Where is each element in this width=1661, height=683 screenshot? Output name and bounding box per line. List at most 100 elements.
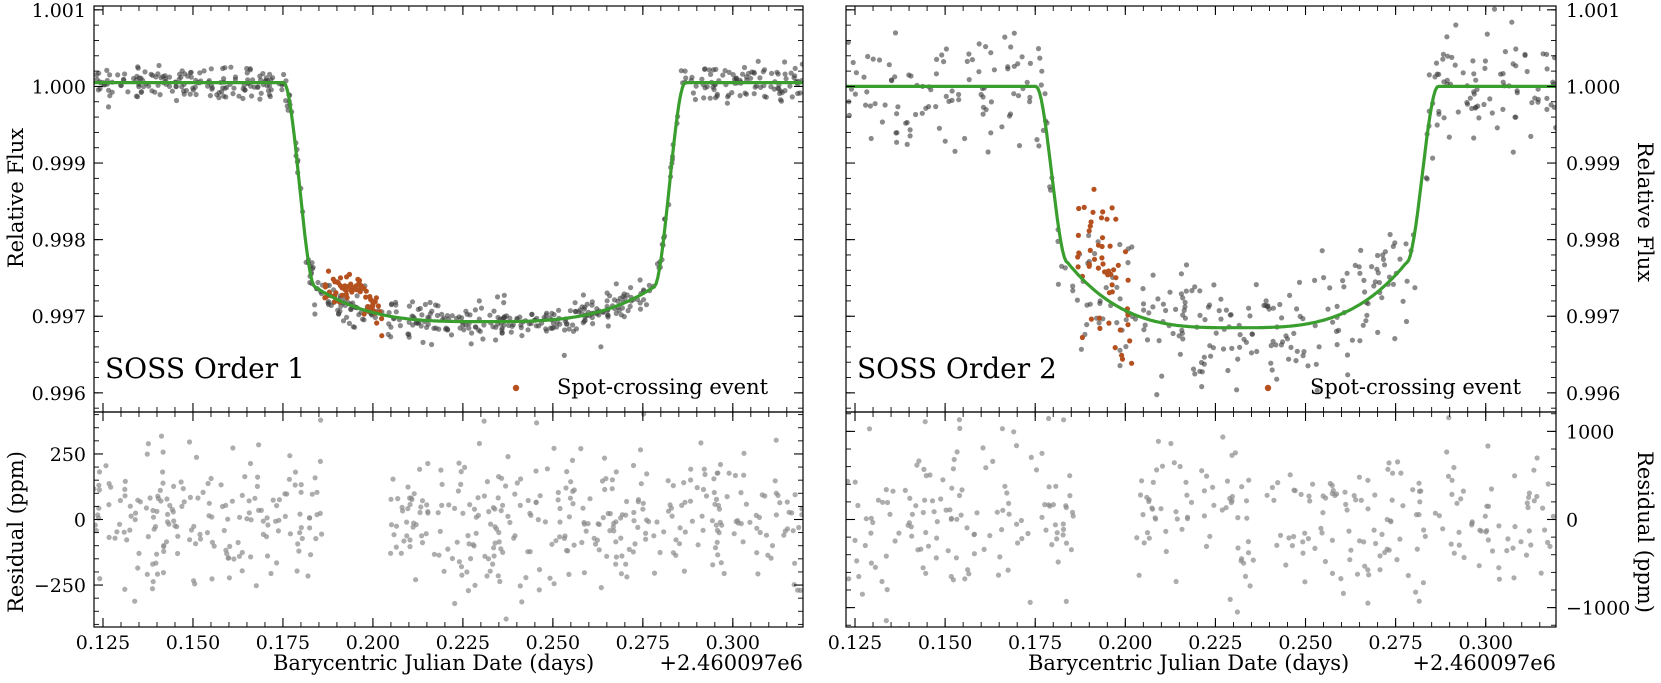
residual-point bbox=[242, 474, 248, 480]
residual-point bbox=[239, 568, 245, 574]
residual-point bbox=[938, 496, 944, 502]
residual-point bbox=[1445, 473, 1452, 479]
flux-point bbox=[372, 314, 378, 321]
residual-point bbox=[1365, 477, 1371, 483]
residual-point bbox=[399, 504, 405, 510]
order1-legend-label: Spot-crossing event bbox=[557, 375, 769, 399]
flux-point bbox=[281, 71, 287, 78]
flux-point bbox=[104, 67, 110, 73]
residual-point bbox=[580, 505, 586, 511]
residual-point bbox=[943, 507, 949, 513]
flux-point bbox=[1015, 61, 1021, 67]
residual-point bbox=[475, 495, 481, 501]
residual-point bbox=[1534, 455, 1540, 461]
flux-point bbox=[422, 301, 428, 308]
flux-point bbox=[740, 71, 746, 77]
residual-point bbox=[1239, 484, 1245, 490]
residual-point bbox=[784, 499, 790, 505]
flux-point bbox=[461, 327, 467, 333]
residual-point bbox=[186, 439, 193, 445]
residual-point bbox=[256, 507, 262, 513]
flux-point bbox=[97, 86, 103, 92]
flux-point bbox=[346, 320, 352, 326]
flux-point bbox=[236, 93, 242, 99]
residual-point bbox=[916, 458, 922, 464]
residual-point bbox=[114, 529, 120, 535]
residual-point bbox=[921, 466, 927, 472]
flux-point bbox=[1412, 285, 1418, 291]
flux-point bbox=[1084, 322, 1090, 328]
residual-point bbox=[1511, 575, 1517, 581]
flux-point bbox=[1015, 93, 1022, 99]
spot-point bbox=[333, 290, 339, 296]
residual-point bbox=[796, 524, 802, 531]
flux-point bbox=[988, 50, 994, 56]
residual-point bbox=[587, 496, 593, 502]
residual-point bbox=[602, 486, 608, 493]
flux-point bbox=[1469, 105, 1475, 112]
residual-point bbox=[716, 530, 722, 536]
flux-point bbox=[1173, 306, 1179, 312]
flux-point bbox=[1403, 241, 1409, 247]
spot-point bbox=[353, 283, 359, 289]
flux-point bbox=[495, 314, 501, 321]
flux-point bbox=[221, 76, 227, 82]
residual-point bbox=[1379, 531, 1385, 538]
flux-point bbox=[162, 73, 168, 79]
flux-point bbox=[936, 125, 943, 131]
flux-point bbox=[1528, 133, 1534, 139]
flux-point bbox=[1070, 283, 1076, 289]
residual-point bbox=[187, 494, 193, 500]
residual-point bbox=[458, 469, 464, 475]
residual-point bbox=[260, 518, 266, 524]
residual-point bbox=[537, 493, 543, 499]
flux-point bbox=[406, 319, 412, 325]
xtick-label: 0.275 bbox=[616, 632, 670, 654]
flux-point bbox=[1055, 281, 1061, 287]
flux-point bbox=[429, 308, 435, 314]
residual-point bbox=[555, 489, 561, 496]
flux-point bbox=[980, 94, 986, 100]
flux-point bbox=[969, 57, 976, 63]
flux-point bbox=[590, 321, 596, 327]
residual-point bbox=[922, 497, 928, 503]
residual-point bbox=[1347, 557, 1353, 563]
residual-point bbox=[286, 476, 292, 482]
flux-point bbox=[1037, 55, 1043, 61]
flux-point bbox=[1334, 303, 1340, 309]
residual-point bbox=[846, 478, 851, 484]
residual-point bbox=[264, 553, 271, 559]
residual-point bbox=[197, 531, 203, 538]
residual-point bbox=[248, 554, 254, 560]
residual-point bbox=[200, 489, 206, 495]
residual-point bbox=[906, 520, 913, 526]
residual-point bbox=[132, 510, 139, 516]
residual-point bbox=[246, 510, 252, 516]
xtick-label: 0.150 bbox=[166, 632, 220, 654]
residual-point bbox=[699, 513, 705, 519]
flux-point bbox=[1314, 387, 1320, 394]
flux-point bbox=[1274, 376, 1280, 382]
flux-point bbox=[472, 324, 479, 330]
residual-point bbox=[229, 498, 235, 504]
residual-point bbox=[145, 534, 151, 540]
residual-point bbox=[244, 516, 250, 522]
flux-point bbox=[923, 105, 929, 111]
residual-point bbox=[1485, 503, 1492, 509]
residual-point bbox=[1496, 523, 1502, 529]
flux-point bbox=[1436, 111, 1442, 117]
residual-point bbox=[1534, 493, 1540, 500]
residual-point bbox=[518, 476, 524, 482]
spot-point bbox=[379, 316, 385, 322]
residual-point bbox=[1485, 443, 1491, 449]
residual-point bbox=[314, 489, 320, 495]
flux-point bbox=[712, 95, 719, 101]
flux-point bbox=[1330, 319, 1336, 325]
residual-point bbox=[126, 400, 131, 405]
flux-point bbox=[598, 344, 604, 350]
flux-point bbox=[730, 72, 736, 78]
flux-point bbox=[115, 72, 121, 78]
flux-point bbox=[393, 309, 399, 315]
flux-point bbox=[904, 141, 910, 147]
